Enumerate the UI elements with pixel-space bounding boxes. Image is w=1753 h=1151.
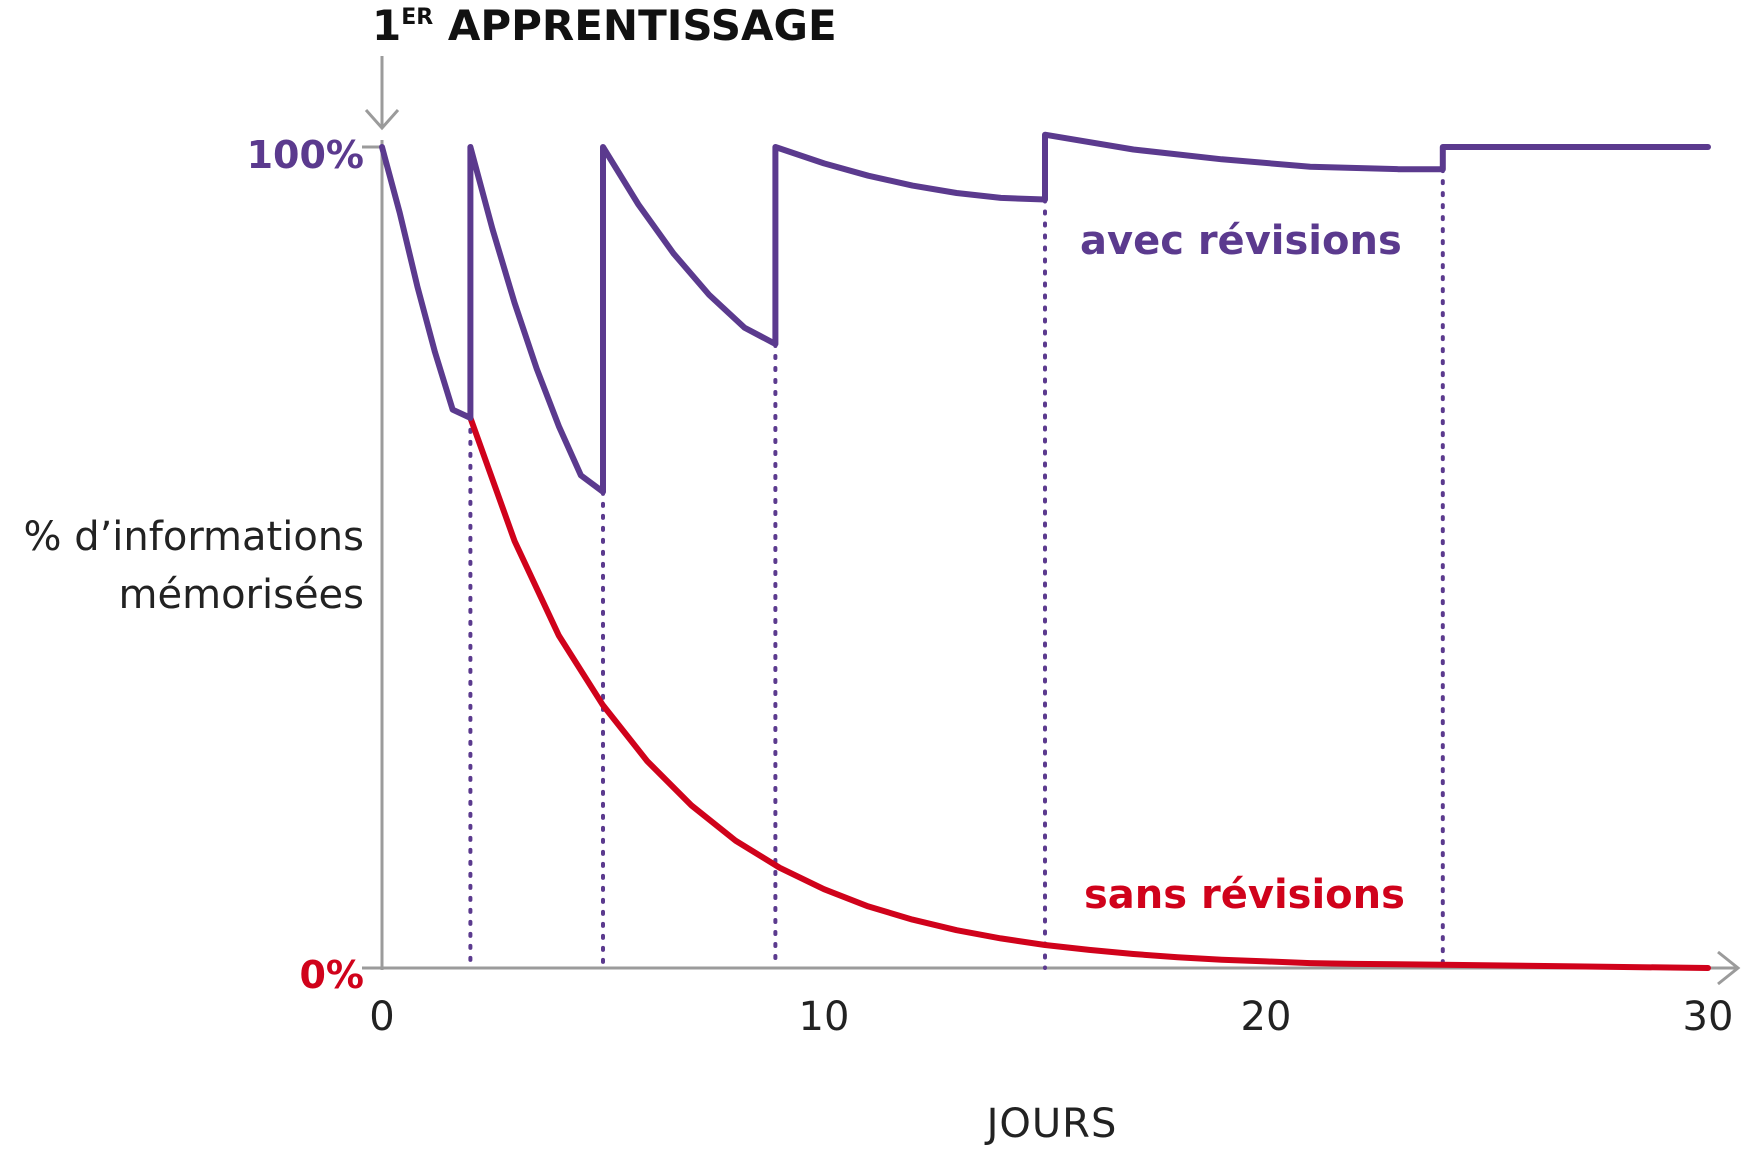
x-axis-arrowhead bbox=[1717, 950, 1741, 986]
y-axis-label-line-1: % d’informations bbox=[23, 514, 364, 560]
header-superscript: ER bbox=[401, 5, 433, 30]
series-label-without-revisions: sans révisions bbox=[1084, 872, 1405, 918]
header-number: 1 bbox=[372, 1, 401, 50]
x-tick-label: 0 bbox=[369, 994, 394, 1040]
x-tick-label: 30 bbox=[1683, 994, 1734, 1040]
header-text: APPRENTISSAGE bbox=[433, 1, 836, 50]
axis-ticks bbox=[362, 145, 382, 970]
x-tick-label: 10 bbox=[799, 994, 850, 1040]
y-axis-label-line-2: mémorisées bbox=[119, 572, 364, 618]
x-tick-label: 20 bbox=[1241, 994, 1292, 1040]
axes bbox=[380, 140, 1741, 986]
series-line-without-revisions bbox=[467, 414, 1711, 971]
review-guides bbox=[468, 167, 1445, 970]
series-label-with-revisions: avec révisions bbox=[1080, 218, 1402, 264]
first-learning-arrow bbox=[364, 56, 400, 131]
y-tick-label-top: 100% bbox=[247, 133, 364, 177]
x-tick-labels: 0 10 20 30 bbox=[369, 994, 1733, 1040]
chart-header: 1ER APPRENTISSAGE bbox=[372, 1, 837, 50]
series-line-with-revisions bbox=[379, 131, 1711, 495]
series-group bbox=[379, 131, 1711, 971]
y-tick-label-bottom: 0% bbox=[299, 953, 364, 997]
x-axis-label: JOURS bbox=[984, 1101, 1118, 1147]
